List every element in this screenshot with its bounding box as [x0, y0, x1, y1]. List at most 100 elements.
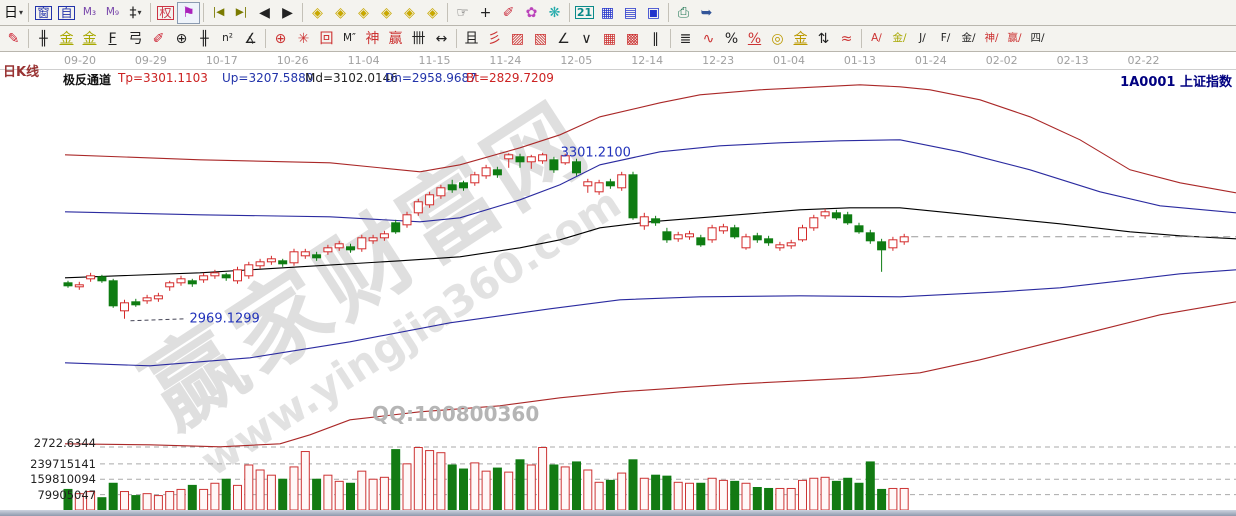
ma-3-icon[interactable]: M₃: [82, 6, 97, 19]
volume-bar: [639, 477, 649, 511]
export-icon[interactable]: ➥: [700, 4, 713, 21]
next-page-icon[interactable]: ▶: [282, 4, 293, 21]
red-grid-icon[interactable]: ▦: [602, 30, 617, 47]
angle-tool-icon[interactable]: ∡: [244, 30, 257, 47]
slash-gold-2-icon[interactable]: 金∕: [961, 32, 976, 45]
candle-body: [368, 237, 378, 242]
smart-select-icon[interactable]: ❋: [548, 4, 561, 21]
zoom-compress-diamond-icon[interactable]: ◈: [381, 4, 392, 21]
v-shape-icon[interactable]: ∨: [581, 30, 592, 47]
spiral-tool-icon[interactable]: 弓: [128, 30, 143, 47]
percent-wave-icon[interactable]: ∿: [702, 30, 715, 47]
pointer-pen-icon[interactable]: ✐: [502, 4, 515, 21]
fibo-lines-icon[interactable]: F: [108, 30, 117, 47]
volume-bar: [877, 488, 887, 511]
candle-body: [300, 251, 310, 257]
target-tool-icon[interactable]: ⊕: [274, 30, 287, 47]
crosshair-icon[interactable]: +: [479, 4, 492, 21]
slash-f-icon[interactable]: F∕: [940, 32, 951, 45]
m-wave-icon[interactable]: M″: [343, 32, 356, 45]
multi-window-icon[interactable]: 窗: [35, 5, 52, 20]
flower-tool-icon[interactable]: ✿: [525, 4, 538, 21]
indicator-flag-icon[interactable]: ⚑: [177, 1, 200, 24]
candle-style-dropdown-arrow-icon[interactable]: ▾: [137, 7, 142, 17]
wave-tool-icon[interactable]: ≈: [840, 30, 853, 47]
slash-si-icon[interactable]: 四∕: [1030, 32, 1045, 45]
period-selector-dropdown-arrow-icon[interactable]: ▾: [18, 7, 23, 17]
circle-tool-icon[interactable]: ⊕: [175, 30, 188, 47]
parallel-channel-icon[interactable]: ∥: [652, 30, 659, 47]
trend-angle-icon[interactable]: ∠: [557, 30, 570, 47]
period-selector-icon[interactable]: 日 ▾: [3, 4, 23, 21]
slash-a-icon[interactable]: A∕: [871, 32, 882, 45]
volume-bar: [470, 462, 480, 511]
slash-gold-icon[interactable]: 金∕: [892, 32, 907, 45]
candle-body: [379, 233, 389, 239]
candle-body: [820, 211, 830, 217]
last-page-icon[interactable]: ▶|: [235, 6, 248, 19]
candle-style-icon[interactable]: ‡ ▾: [129, 4, 142, 21]
candle-body: [108, 280, 118, 307]
toolbar-separator: [150, 3, 151, 22]
calculator-icon[interactable]: ▦: [600, 4, 615, 21]
print-icon[interactable]: ⎙: [677, 4, 690, 21]
candle-body: [165, 282, 175, 288]
chart-area: 日K线 极反通道 Tp=3301.1103 Up=3207.5880 Md=31…: [0, 52, 1236, 516]
price-mark-icon[interactable]: ⇅: [817, 30, 830, 47]
candle-body: [187, 280, 197, 285]
candle-body: [210, 272, 220, 277]
gann-box-icon[interactable]: ▨: [510, 30, 525, 47]
star-web-icon[interactable]: ✳: [297, 30, 310, 47]
candle-body: [831, 212, 841, 219]
gold-ring-icon[interactable]: ◎: [771, 30, 784, 47]
gann-box-2-icon[interactable]: ▧: [533, 30, 548, 47]
zoom-right-diamond-icon[interactable]: ◈: [335, 4, 346, 21]
n-square-icon[interactable]: n²: [222, 32, 233, 45]
first-page-icon[interactable]: |◀: [212, 6, 225, 19]
date-tick: 10-26: [276, 54, 309, 67]
slash-ying-icon[interactable]: 赢∕: [1007, 32, 1022, 45]
percent-icon[interactable]: %: [724, 30, 739, 47]
ruler-123-icon[interactable]: 卌: [411, 30, 426, 47]
candle-body: [572, 161, 581, 174]
volume-bar: [323, 474, 333, 511]
measure-arrow-icon[interactable]: ↔: [435, 30, 448, 47]
candle-body: [888, 239, 898, 249]
candle-body: [357, 237, 367, 250]
slash-shen-icon[interactable]: 神∕: [984, 32, 999, 45]
ma-9-icon[interactable]: M₉: [105, 6, 120, 19]
pan-hand-icon[interactable]: ☞: [456, 4, 469, 21]
shen-grid-icon[interactable]: 神: [365, 30, 380, 47]
draw-brush-icon[interactable]: ✎: [7, 30, 20, 47]
prev-page-icon[interactable]: ◀: [259, 4, 270, 21]
gold-line-a-icon[interactable]: 金: [59, 30, 74, 47]
spiral-box-icon[interactable]: 回: [319, 30, 334, 47]
draw-brush-2-icon[interactable]: ✐: [152, 30, 165, 47]
red-grid-2-icon[interactable]: ▩: [625, 30, 640, 47]
candle-body: [707, 227, 717, 241]
tick-grid-2-icon[interactable]: ╫: [200, 30, 209, 47]
slash-j-icon[interactable]: J∕: [919, 32, 926, 45]
ying-grid-icon[interactable]: 赢: [388, 30, 403, 47]
volume-bar: [515, 459, 525, 511]
calendar-icon[interactable]: 21: [574, 6, 595, 19]
zoom-expand-diamond-icon[interactable]: ◈: [358, 4, 369, 21]
save-icon[interactable]: ▣: [646, 4, 661, 21]
stats-list-icon[interactable]: ≣: [679, 30, 692, 47]
zoom-in-diamond-icon[interactable]: ◈: [404, 4, 415, 21]
info-view-icon[interactable]: 自: [58, 5, 75, 20]
zoom-left-diamond-icon[interactable]: ◈: [312, 4, 323, 21]
symbol-label[interactable]: 1A0001 上证指数: [1120, 75, 1232, 90]
zoom-out-diamond-icon[interactable]: ◈: [427, 4, 438, 21]
ray-fan-icon[interactable]: 彡: [487, 30, 502, 47]
notes-icon[interactable]: ▤: [623, 4, 638, 21]
indicator-name[interactable]: 极反通道: [63, 73, 112, 87]
box-select-icon[interactable]: 且: [464, 30, 479, 47]
percent-retrace-icon[interactable]: %: [747, 30, 762, 47]
date-tick: 01-04: [773, 54, 805, 67]
restore-rights-icon[interactable]: 权: [157, 5, 174, 20]
gold-level-icon[interactable]: 金: [793, 30, 808, 47]
tick-grid-icon[interactable]: ╫: [39, 30, 48, 47]
gold-line-b-icon[interactable]: 金: [82, 30, 97, 47]
candle-body: [639, 216, 649, 227]
